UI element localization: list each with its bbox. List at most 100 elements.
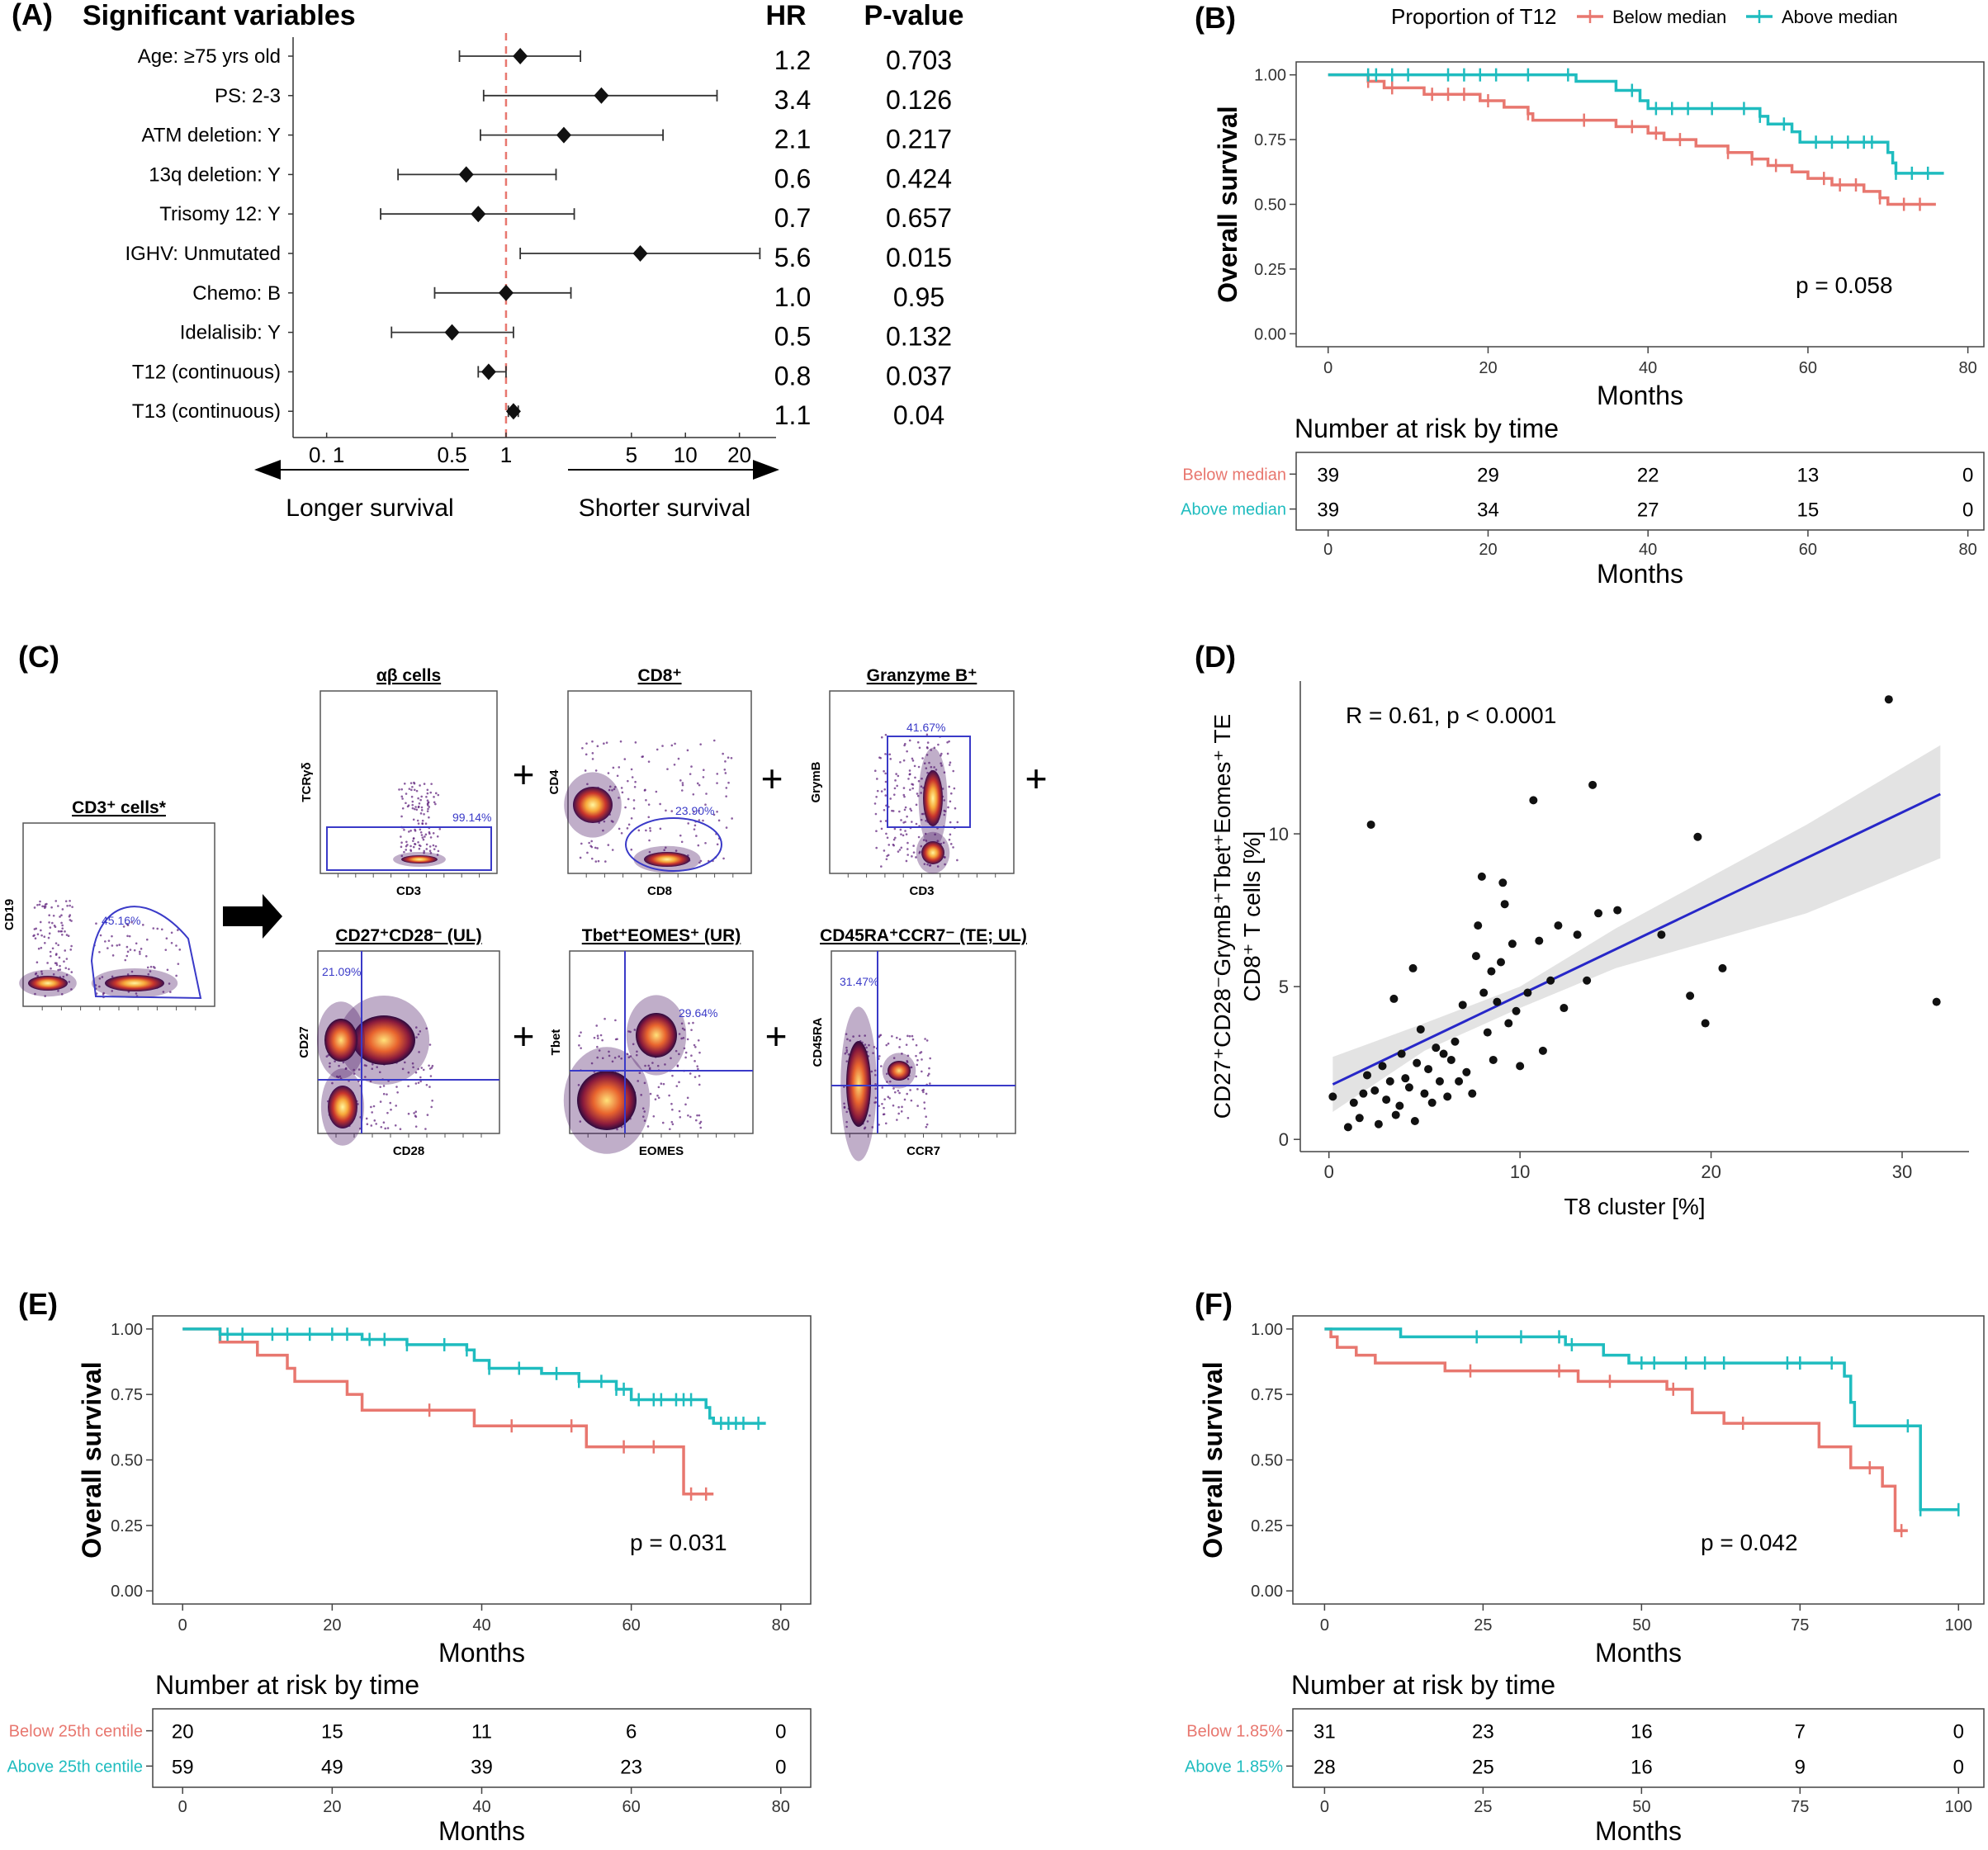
event-dot — [663, 1083, 665, 1086]
event-dot — [906, 854, 909, 856]
event-dot — [95, 922, 97, 925]
event-dot — [875, 830, 878, 832]
risk-count: 25 — [1472, 1756, 1494, 1778]
y-tick-label: 0.00 — [1251, 1583, 1283, 1601]
event-dot — [723, 769, 726, 771]
event-dot — [897, 1106, 900, 1109]
risk-count: 23 — [1472, 1721, 1494, 1744]
correlation-annotation: R = 0.61, p < 0.0001 — [1346, 703, 1556, 728]
forest-x-tick-label: 5 — [626, 442, 637, 467]
data-point — [1487, 968, 1495, 976]
event-dot — [417, 797, 419, 800]
p-value: 0.126 — [886, 85, 952, 115]
event-dot — [177, 929, 179, 931]
plus-sign: + — [761, 757, 783, 800]
event-dot — [909, 788, 911, 791]
event-dot — [912, 1039, 915, 1041]
event-dot — [396, 1091, 399, 1094]
event-dot — [617, 774, 619, 777]
data-point — [1424, 1065, 1432, 1073]
hr-header: HR — [765, 0, 806, 31]
y-tick-label: 0.25 — [111, 1517, 143, 1535]
event-dot — [917, 741, 920, 744]
left-arrow-head — [254, 460, 281, 480]
event-dot — [386, 1093, 388, 1095]
risk-row-label: Above median — [1181, 501, 1286, 519]
gate-y-label: Tbet — [549, 1029, 563, 1056]
event-dot — [903, 787, 906, 789]
event-dot — [422, 820, 424, 822]
event-dot — [373, 1105, 376, 1108]
event-dot — [695, 835, 698, 837]
event-dot — [161, 928, 163, 930]
event-dot — [596, 1046, 599, 1048]
event-dot — [624, 807, 627, 809]
event-dot — [422, 836, 424, 839]
event-dot — [419, 784, 421, 787]
forest-x-tick-label: 10 — [674, 442, 698, 467]
event-dot — [427, 793, 429, 795]
risk-count: 0 — [1962, 499, 1973, 522]
risk-table-title: Number at risk by time — [155, 1670, 419, 1700]
risk-x-tick-label: 60 — [1799, 541, 1817, 559]
event-dot — [627, 798, 630, 801]
plus-sign: + — [513, 753, 535, 796]
event-dot — [916, 1088, 919, 1091]
event-dot — [580, 1031, 582, 1034]
event-dot — [434, 803, 437, 806]
event-dot — [627, 827, 629, 830]
event-dot — [401, 797, 404, 800]
x-axis-label: Months — [1597, 381, 1683, 410]
event-dot — [435, 845, 438, 848]
event-dot — [419, 848, 421, 850]
data-point — [1350, 1099, 1358, 1107]
event-dot — [925, 1115, 927, 1118]
event-dot — [924, 1107, 926, 1110]
event-dot — [373, 1119, 376, 1122]
data-point — [1436, 1077, 1444, 1086]
data-point — [1512, 1007, 1521, 1015]
event-dot — [414, 829, 416, 831]
data-point — [1613, 906, 1621, 915]
event-dot — [907, 778, 910, 780]
x-tick-label: 50 — [1632, 1616, 1650, 1635]
event-dot — [722, 753, 724, 755]
event-dot — [659, 803, 661, 806]
gate-percentage: 45.16% — [102, 914, 140, 927]
cd27-negative-population — [328, 1086, 357, 1128]
event-dot — [405, 849, 407, 851]
event-dot — [656, 749, 659, 751]
event-dot — [428, 816, 430, 819]
risk-count: 34 — [1477, 499, 1499, 522]
event-dot — [429, 849, 432, 852]
event-dot — [905, 807, 907, 809]
event-dot — [68, 968, 70, 971]
event-dot — [55, 942, 58, 944]
event-dot — [685, 1052, 688, 1054]
y-axis-label-line2: CD8⁺ T cells [%] — [1239, 831, 1265, 1002]
hr-point — [445, 324, 460, 341]
gate-y-label: GrymB — [809, 761, 823, 802]
event-dot — [662, 1122, 665, 1124]
event-dot — [916, 804, 918, 807]
event-dot — [395, 1124, 397, 1127]
event-dot — [164, 949, 167, 951]
event-dot — [419, 1076, 422, 1079]
data-point — [1546, 977, 1555, 985]
event-dot — [901, 1106, 903, 1109]
x-tick-label: 80 — [1959, 359, 1977, 377]
event-dot — [48, 921, 50, 924]
event-dot — [897, 775, 900, 778]
event-dot — [380, 1126, 382, 1128]
event-dot — [875, 847, 878, 849]
y-tick-label: 0.75 — [1251, 1386, 1283, 1404]
event-dot — [402, 807, 405, 810]
event-dot — [398, 788, 400, 791]
event-dot — [906, 1035, 909, 1038]
gate-y-label: CD27 — [297, 1026, 311, 1057]
risk-count: 15 — [1797, 499, 1820, 522]
risk-count: 29 — [1477, 464, 1499, 486]
event-dot — [670, 1103, 673, 1105]
event-dot — [417, 820, 419, 822]
hr-point — [556, 127, 571, 144]
